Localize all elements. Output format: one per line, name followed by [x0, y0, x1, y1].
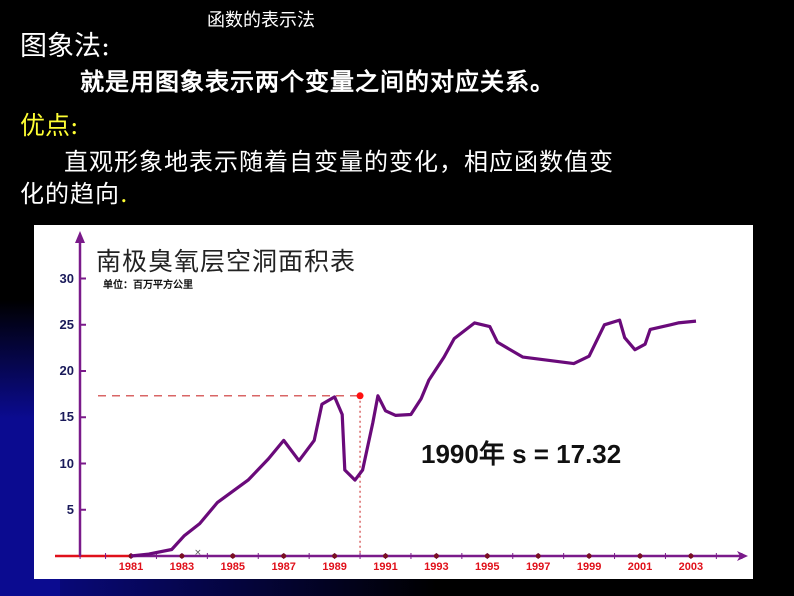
advantage-heading: 优点: — [20, 111, 79, 140]
x-tick-label: 1991 — [373, 561, 398, 573]
definition-text: 就是用图象表示两个变量之间的对应关系。 — [80, 68, 555, 96]
slide-title: 函数的表示法 — [207, 10, 315, 31]
x-tick-label: 1993 — [424, 561, 449, 573]
advantage-text-line2-body: 化的趋向 — [20, 180, 120, 208]
x-tick-label: 1983 — [169, 561, 195, 573]
y-tick-label: 5 — [66, 501, 74, 517]
x-axis-tick-dot — [484, 553, 490, 559]
x-axis-tick-dot — [433, 553, 439, 559]
data-series-line — [130, 318, 697, 558]
chart-title: 南极臭氧层空洞面积表 — [96, 247, 357, 276]
x-axis-tick-dot — [281, 553, 287, 559]
x-tick-label: 1981 — [118, 561, 144, 573]
y-axis-arrow-icon — [75, 231, 85, 243]
x-axis-tick-dot — [637, 553, 643, 559]
x-axis-tick-dot — [535, 553, 541, 559]
y-tick-label: 25 — [59, 316, 74, 332]
x-tick-label: 1999 — [576, 561, 602, 573]
chart-unit-label: 单位：百万平方公里 — [103, 280, 193, 291]
highlight-annotation: 1990年 s = 17.32 — [421, 439, 622, 469]
x-axis-arrow-icon — [737, 551, 748, 561]
highlight-point-marker — [356, 392, 364, 400]
method-heading: 图象法: — [20, 31, 111, 62]
chart-panel — [34, 225, 753, 579]
x-axis-tick-dot — [332, 553, 338, 559]
x-tick-label: 1987 — [271, 561, 296, 573]
y-tick-label: 30 — [59, 270, 74, 286]
x-axis-tick-dot — [230, 553, 236, 559]
advantage-text-line1: 直观形象地表示随着自变量的变化，相应函数值变 — [64, 148, 614, 176]
x-axis-tick-dot — [179, 553, 185, 559]
x-tick-label: 2001 — [627, 561, 653, 573]
x-axis-tick-dot — [586, 553, 592, 559]
x-tick-label: 1989 — [322, 561, 347, 573]
stray-x-mark: × — [194, 548, 202, 558]
x-tick-label: 2003 — [678, 561, 704, 573]
x-axis-tick-dot — [688, 553, 694, 559]
y-tick-label: 10 — [59, 455, 74, 471]
x-tick-label: 1997 — [525, 561, 551, 573]
x-tick-label: 1995 — [475, 561, 500, 573]
y-tick-label: 15 — [59, 409, 74, 425]
y-tick-label: 20 — [59, 363, 74, 378]
advantage-period: . — [120, 180, 129, 208]
x-tick-label: 1985 — [220, 561, 246, 573]
advantage-text-line2: 化的趋向. — [20, 174, 129, 209]
x-axis-tick-dot — [383, 553, 388, 559]
